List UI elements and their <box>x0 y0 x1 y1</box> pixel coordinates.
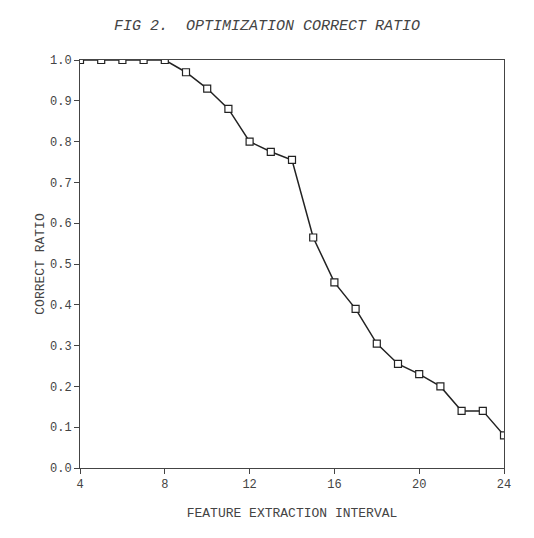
svg-text:0.9: 0.9 <box>50 95 72 109</box>
svg-text:12: 12 <box>242 478 256 492</box>
svg-text:0.3: 0.3 <box>50 340 72 354</box>
svg-text:CORRECT RATIO: CORRECT RATIO <box>33 213 48 315</box>
svg-text:0.6: 0.6 <box>50 217 72 231</box>
svg-text:FIG 2. OPTIMIZATION CORRECT R: FIG 2. OPTIMIZATION CORRECT RATIO <box>114 18 420 35</box>
svg-text:16: 16 <box>327 478 341 492</box>
svg-text:24: 24 <box>497 478 511 492</box>
svg-text:0.4: 0.4 <box>50 299 72 313</box>
svg-text:0.2: 0.2 <box>50 381 72 395</box>
svg-text:0.0: 0.0 <box>50 462 72 476</box>
svg-text:8: 8 <box>161 478 168 492</box>
svg-text:1.0: 1.0 <box>50 54 72 68</box>
svg-text:0.8: 0.8 <box>50 136 72 150</box>
svg-text:0.5: 0.5 <box>50 258 72 272</box>
svg-text:FEATURE EXTRACTION INTERVAL: FEATURE EXTRACTION INTERVAL <box>187 506 398 521</box>
svg-text:20: 20 <box>412 478 426 492</box>
svg-text:0.7: 0.7 <box>50 177 72 191</box>
svg-text:0.1: 0.1 <box>50 421 72 435</box>
svg-text:4: 4 <box>76 478 83 492</box>
